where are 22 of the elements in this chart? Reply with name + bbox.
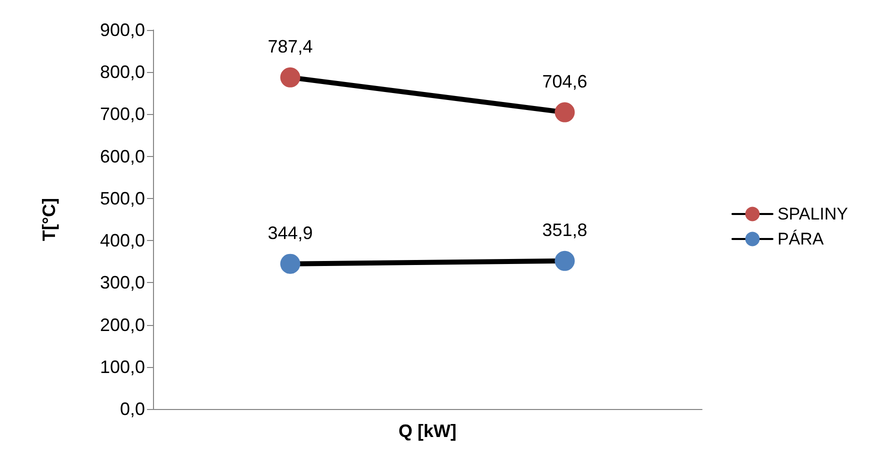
data-label: 344,9	[268, 222, 313, 243]
legend-label: SPALINY	[777, 204, 848, 224]
y-tick-label: 0,0	[120, 399, 145, 420]
data-label: 351,8	[542, 220, 588, 240]
legend-label: PÁRA	[777, 230, 824, 248]
y-tick-label: 900,0	[100, 20, 145, 40]
y-tick-label: 300,0	[100, 272, 145, 293]
y-tick-label: 600,0	[100, 146, 145, 166]
y-tick-label: 800,0	[100, 62, 145, 82]
x-axis-title: Q [kW]	[398, 421, 456, 441]
point	[554, 102, 575, 122]
y-tick-label: 100,0	[100, 356, 145, 377]
point	[554, 250, 575, 271]
point	[280, 254, 300, 274]
y-axis-title: T[°C]	[39, 198, 59, 242]
y-tick-label: 400,0	[100, 230, 145, 251]
data-label: 704,6	[542, 71, 588, 92]
y-tick-label: 500,0	[100, 188, 145, 208]
point	[280, 67, 300, 88]
y-tick-label: 200,0	[100, 314, 145, 335]
data-label: 787,4	[268, 36, 313, 56]
y-tick-label: 700,0	[100, 104, 145, 124]
